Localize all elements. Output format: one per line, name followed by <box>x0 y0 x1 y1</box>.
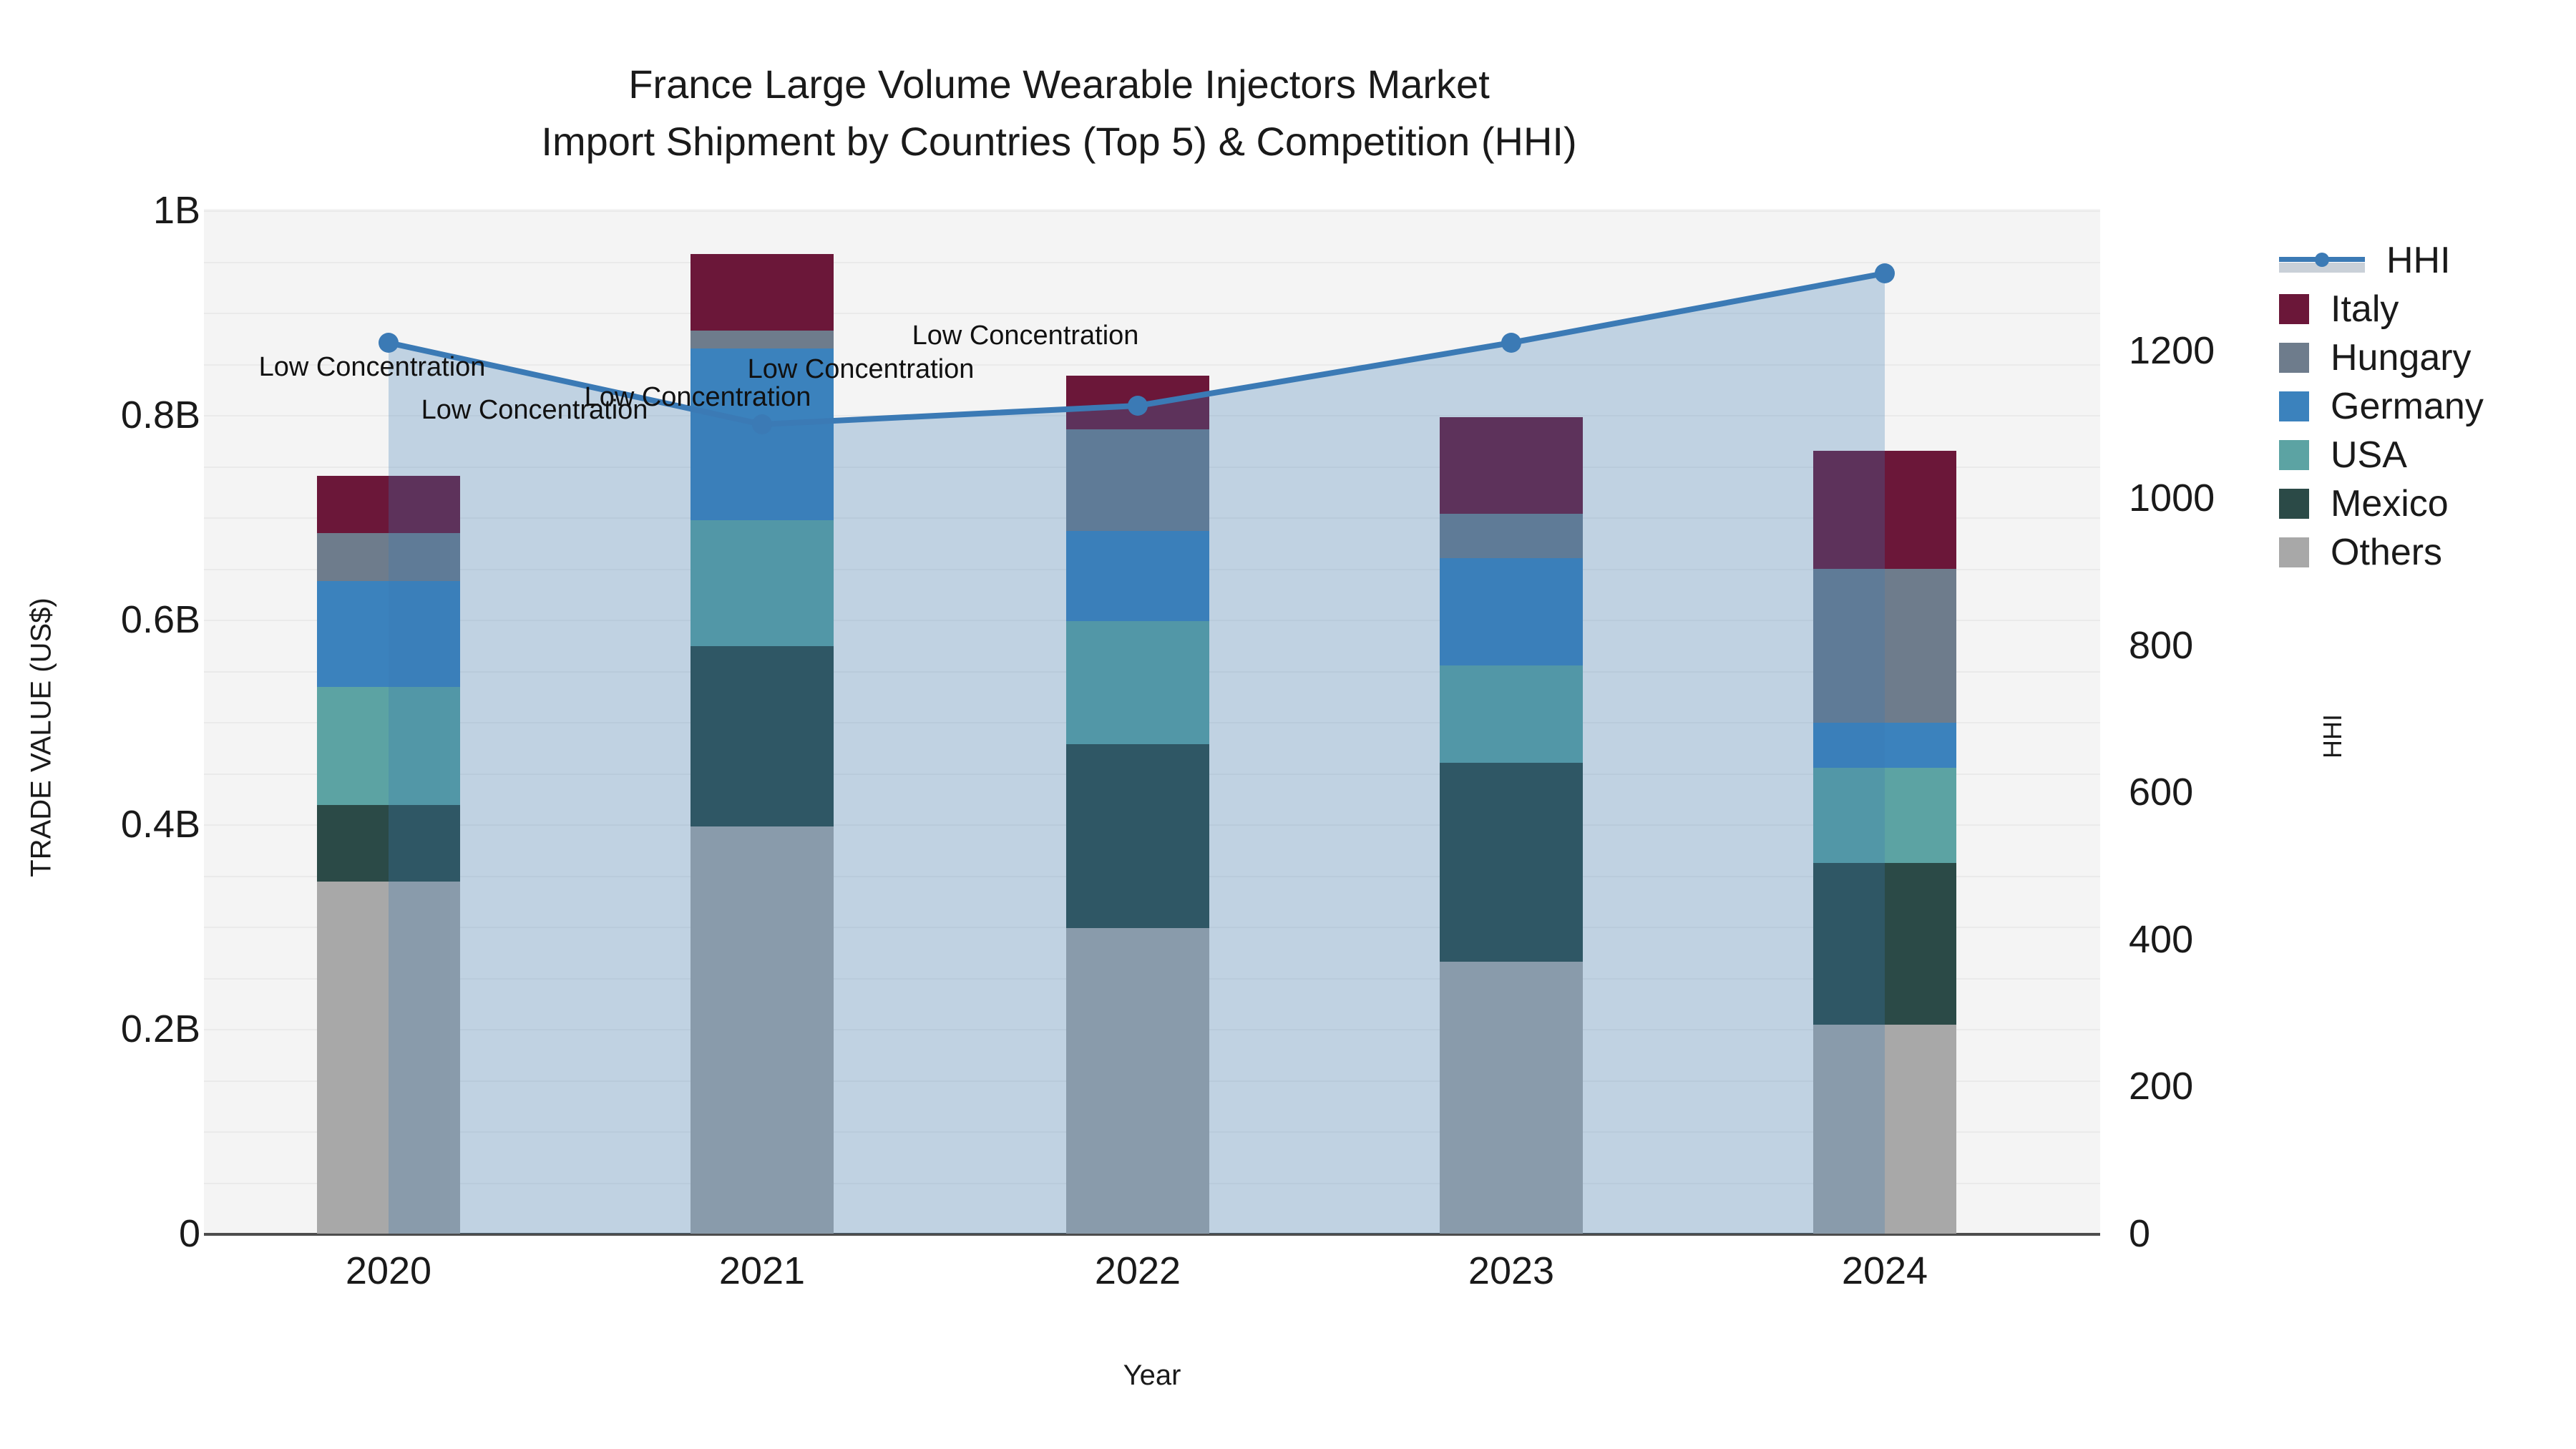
legend-line-marker <box>2315 253 2329 267</box>
y2-axis-tick-label: 0 <box>2129 1212 2151 1255</box>
legend-label: HHI <box>2386 240 2451 281</box>
bar-segment-others[interactable] <box>317 882 460 1234</box>
annotation-low-concentration-2020: Low Concentration <box>258 352 486 382</box>
x-axis-tick-label: 2023 <box>1468 1249 1555 1292</box>
legend-item-germany[interactable]: Germany <box>2279 382 2484 431</box>
bar-segment-hungary[interactable] <box>691 331 834 348</box>
annotation-low-concentration-2023: Low Concentration <box>747 354 975 384</box>
legend-item-usa[interactable]: USA <box>2279 431 2484 479</box>
y-axis-tick-label: 0.4B <box>120 803 200 846</box>
legend-line-swatch <box>2279 245 2365 275</box>
y2-axis-label: HHI <box>2318 714 2347 758</box>
bar-segment-usa[interactable] <box>1440 665 1583 763</box>
y2-axis-tick-label: 400 <box>2129 918 2194 961</box>
x-axis-line <box>204 1233 2100 1236</box>
x-axis-label: Year <box>1123 1360 1181 1391</box>
annotation-low-concentration-2024: Low Concentration <box>912 321 1139 351</box>
y2-axis-tick-label: 1000 <box>2129 477 2215 519</box>
bar-segment-hungary[interactable] <box>1066 429 1209 531</box>
bar-segment-mexico[interactable] <box>317 805 460 882</box>
x-axis-tick-label: 2024 <box>1841 1249 1928 1292</box>
y2-axis-tick-label: 600 <box>2129 771 2194 814</box>
bar-segment-others[interactable] <box>691 826 834 1234</box>
y-axis-tick-label: 0.8B <box>120 394 200 436</box>
bar-segment-germany[interactable] <box>1813 723 1956 768</box>
bar-segment-mexico[interactable] <box>1066 744 1209 928</box>
x-axis-tick-label: 2022 <box>1094 1249 1181 1292</box>
legend-color-swatch <box>2279 391 2309 421</box>
legend-label: Hungary <box>2331 337 2472 379</box>
bar-segment-italy[interactable] <box>1066 376 1209 429</box>
gridline <box>204 313 2100 314</box>
legend-item-mexico[interactable]: Mexico <box>2279 479 2484 528</box>
legend-item-italy[interactable]: Italy <box>2279 285 2484 333</box>
y2-axis-tick-label: 200 <box>2129 1065 2194 1108</box>
chart-legend: HHI Italy Hungary Germany USA Mexico Others <box>2279 236 2484 577</box>
bar-segment-hungary[interactable] <box>1813 569 1956 723</box>
annotation-low-concentration-2022: Low Concentration <box>584 382 811 412</box>
y-axis-label: TRADE VALUE (US$) <box>25 597 57 877</box>
y-axis-tick-label: 1B <box>152 189 200 232</box>
bar-segment-usa[interactable] <box>691 520 834 646</box>
x-axis-tick-label: 2021 <box>718 1249 806 1292</box>
legend-label: Mexico <box>2331 483 2449 525</box>
legend-color-swatch <box>2279 294 2309 324</box>
bar-segment-usa[interactable] <box>1066 621 1209 744</box>
chart-title: France Large Volume Wearable Injectors M… <box>541 62 1577 164</box>
legend-item-others[interactable]: Others <box>2279 528 2484 577</box>
legend-color-swatch <box>2279 489 2309 519</box>
y-axis-tick-label: 0 <box>178 1212 200 1255</box>
bar-segment-mexico[interactable] <box>691 646 834 826</box>
legend-label: USA <box>2331 434 2407 476</box>
bar-segment-mexico[interactable] <box>1440 763 1583 962</box>
legend-color-swatch <box>2279 440 2309 470</box>
x-axis-tick-label: 2020 <box>345 1249 432 1292</box>
bar-segment-mexico[interactable] <box>1813 863 1956 1025</box>
gridline <box>204 210 2100 212</box>
bar-segment-others[interactable] <box>1440 962 1583 1234</box>
annotation-low-concentration-2021: Low Concentration <box>421 395 648 425</box>
bar-segment-italy[interactable] <box>1440 417 1583 514</box>
legend-label: Others <box>2331 532 2443 573</box>
bar-segment-italy[interactable] <box>691 254 834 331</box>
y-axis-tick-label: 0.6B <box>120 598 200 641</box>
bar-segment-germany[interactable] <box>1440 558 1583 665</box>
bar-segment-others[interactable] <box>1813 1025 1956 1234</box>
gridline <box>204 364 2100 366</box>
y-axis-tick-label: 0.2B <box>120 1008 200 1050</box>
legend-item-hungary[interactable]: Hungary <box>2279 333 2484 382</box>
legend-area-fill <box>2279 263 2365 273</box>
legend-color-swatch <box>2279 343 2309 373</box>
y2-axis-tick-label: 1200 <box>2129 329 2215 372</box>
bar-segment-italy[interactable] <box>1813 451 1956 569</box>
bar-segment-germany[interactable] <box>317 581 460 687</box>
y2-axis-tick-label: 800 <box>2129 624 2194 667</box>
legend-item-hhi[interactable]: HHI <box>2279 236 2484 285</box>
bar-segment-hungary[interactable] <box>1440 514 1583 558</box>
legend-color-swatch <box>2279 537 2309 567</box>
bar-segment-italy[interactable] <box>317 476 460 533</box>
bar-segment-usa[interactable] <box>1813 768 1956 863</box>
bar-segment-others[interactable] <box>1066 928 1209 1234</box>
legend-label: Italy <box>2331 288 2399 330</box>
gridline <box>204 262 2100 263</box>
legend-label: Germany <box>2331 386 2484 427</box>
bar-segment-germany[interactable] <box>1066 531 1209 621</box>
bar-segment-hungary[interactable] <box>317 533 460 581</box>
bar-segment-usa[interactable] <box>317 687 460 805</box>
